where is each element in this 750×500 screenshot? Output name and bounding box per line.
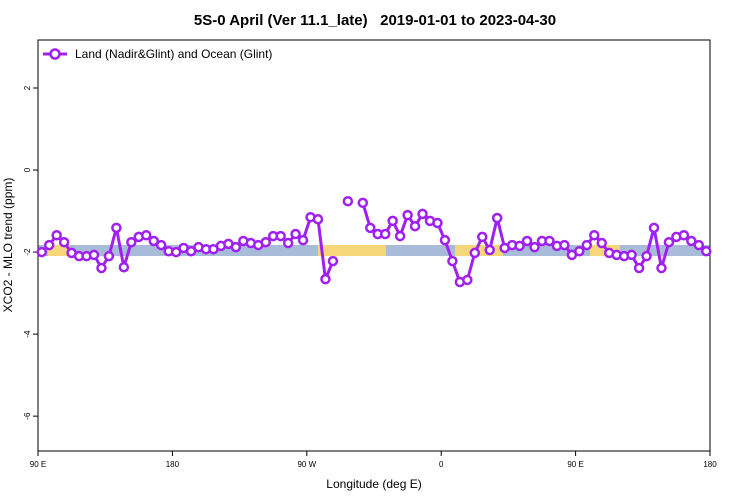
point [88,249,100,261]
land-band [318,245,386,256]
point [185,245,197,257]
x-tick-label: 90 E [567,460,583,469]
point [96,262,107,274]
plot-frame [37,39,711,452]
point [103,250,115,262]
point [559,239,570,251]
point [148,235,159,247]
point [394,230,406,242]
point [484,244,495,256]
point [126,236,137,248]
y-axis-label: XCO2 - MLO trend (ppm) [1,178,15,313]
point [327,255,339,267]
legend-label: Land (Nadir&Glint) and Ocean (Glint) [75,47,272,61]
x-axis-label: Longitude (deg E) [326,477,421,491]
point [589,229,600,241]
point [320,273,331,285]
y-tick-label: -4 [23,330,32,338]
point [409,220,421,232]
chart-title: 5S-0 April (Ver 11.1_late) 2019-01-01 to… [194,12,556,29]
point [686,235,697,247]
point [491,212,503,224]
x-tick-label: 0 [439,460,444,469]
point [312,213,324,225]
point [36,246,47,258]
land-band [48,245,70,256]
point [596,237,607,249]
point [387,215,398,227]
point [275,230,286,242]
point [633,262,645,274]
point [118,261,130,273]
x-tick-label: 90 W [297,460,316,469]
point [701,245,712,257]
point [574,245,585,257]
x-tick-label: 90 E [30,460,46,469]
point [678,229,690,241]
point [544,235,555,247]
point [260,236,271,248]
x-tick-label: 180 [166,460,180,469]
point [51,229,62,241]
point [365,222,376,234]
point [641,250,652,262]
point [648,222,660,234]
point [141,229,152,241]
point [357,197,369,209]
point [514,240,525,252]
point [417,208,428,220]
point [155,239,167,251]
point [402,209,413,221]
point [477,231,488,243]
point [43,239,55,251]
point [111,222,122,234]
point [521,235,533,247]
x-tick-label: 180 [703,460,717,469]
y-tick-label: 2 [23,85,32,90]
y-tick-label: -6 [23,412,32,420]
point [693,239,705,251]
point [626,249,637,261]
point [529,241,540,253]
y-tick-label: 0 [23,167,32,172]
point [379,228,391,240]
point [656,262,667,274]
point [432,217,443,229]
point [342,195,354,207]
point [439,234,451,246]
y-tick-label: -2 [23,248,32,256]
point [290,228,301,240]
point [663,236,675,248]
point [581,239,593,251]
legend-marker [49,48,61,60]
point [58,236,70,248]
point [230,241,242,253]
point [170,246,182,258]
point [462,274,473,286]
point [469,247,481,259]
point [282,237,294,249]
point [297,234,309,246]
point [447,255,458,267]
